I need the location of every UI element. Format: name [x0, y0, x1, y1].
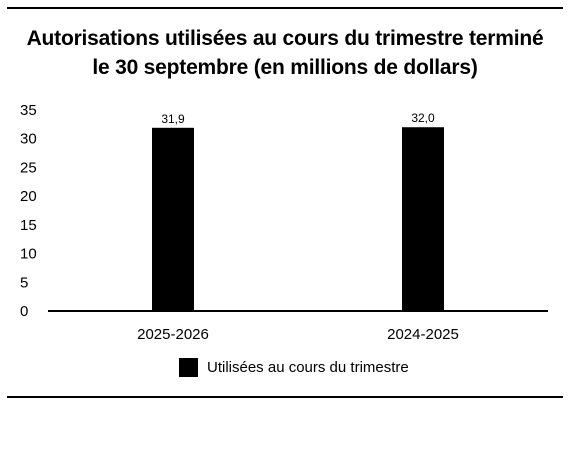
bottom-rule — [7, 396, 563, 398]
bars — [152, 127, 444, 311]
data-labels: 31,9 32,0 — [161, 111, 435, 126]
legend: Utilisées au cours du trimestre — [179, 357, 409, 377]
y-tick-label: 20 — [20, 188, 37, 205]
y-tick-label: 15 — [20, 217, 37, 234]
y-tick-label: 25 — [20, 159, 37, 176]
legend-swatch — [179, 357, 198, 377]
x-category-label: 2025-2026 — [137, 326, 209, 343]
chart-title: Autorisations utilisées au cours du trim… — [0, 24, 570, 82]
bar — [402, 127, 444, 311]
y-tick-label: 0 — [20, 303, 28, 320]
y-tick-label: 5 — [20, 274, 28, 291]
chart-title-line-2: le 30 septembre (en millions de dollars) — [92, 56, 478, 79]
bar — [152, 127, 194, 311]
category-labels: 2025-2026 2024-2025 — [137, 326, 459, 343]
y-axis-ticks: 0 5 10 15 20 25 30 35 — [20, 102, 37, 320]
x-category-label: 2024-2025 — [387, 326, 459, 343]
data-label: 31,9 — [161, 112, 185, 126]
y-tick-label: 35 — [20, 102, 37, 119]
top-rule — [7, 7, 563, 9]
y-tick-label: 10 — [20, 246, 37, 263]
chart-title-line-1: Autorisations utilisées au cours du trim… — [26, 27, 544, 50]
y-tick-label: 30 — [20, 131, 37, 148]
legend-label: Utilisées au cours du trimestre — [207, 358, 409, 376]
data-label: 32,0 — [411, 111, 435, 125]
